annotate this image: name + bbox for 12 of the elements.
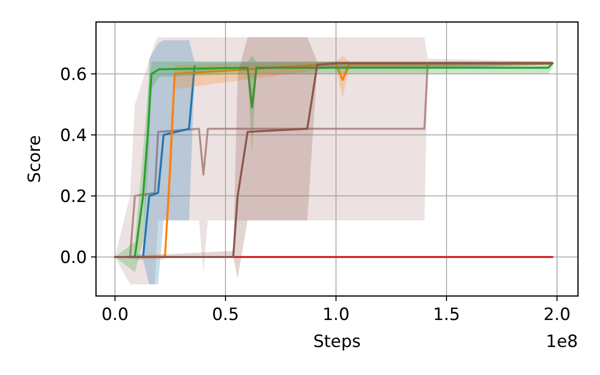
x-tick-label: 0.0 (101, 305, 129, 325)
y-tick-label: 0.4 (60, 126, 87, 146)
x-tick-label: 1.5 (432, 305, 460, 325)
y-axis-title: Score (25, 135, 45, 183)
y-tick-label: 0.2 (60, 186, 87, 207)
text: 1e8 (546, 332, 578, 352)
x-tick-label: 0.5 (212, 305, 240, 325)
x-axis-title: Steps (313, 332, 361, 352)
y-tick-label: 0.6 (60, 64, 87, 85)
x-tick-label: 2.0 (543, 305, 571, 325)
x-tick-label: 1.0 (322, 305, 350, 325)
y-tick-label: 0.0 (60, 248, 87, 268)
